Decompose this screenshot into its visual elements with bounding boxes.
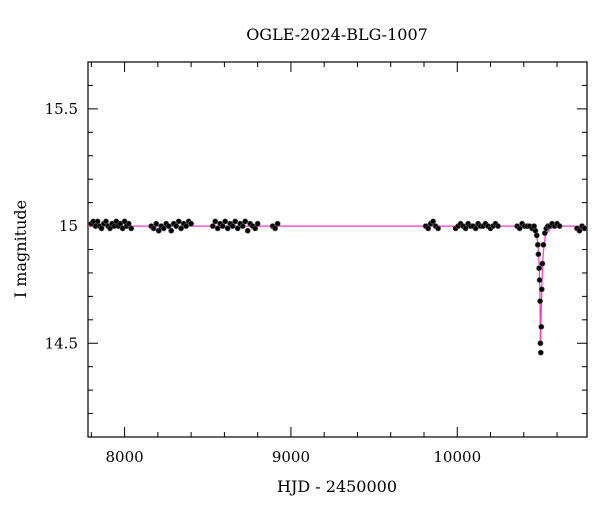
- data-point: [125, 220, 132, 227]
- data-point: [178, 225, 184, 232]
- data-point: [252, 225, 259, 232]
- data-point: [153, 220, 160, 227]
- data-point: [94, 218, 101, 225]
- data-point: [244, 227, 251, 234]
- data-point: [209, 223, 216, 229]
- data-point: [234, 225, 241, 232]
- data-point: [536, 265, 542, 272]
- data-point: [516, 225, 523, 232]
- data-point: [212, 218, 219, 225]
- data-point: [435, 225, 441, 232]
- data-point: [540, 241, 547, 248]
- data-point: [188, 220, 194, 227]
- data-point: [472, 225, 479, 232]
- data-point: [274, 220, 281, 227]
- data-point: [222, 218, 229, 225]
- data-point: [242, 218, 249, 225]
- data-point: [556, 223, 563, 229]
- data-point: [232, 218, 239, 225]
- data-point: [165, 223, 172, 229]
- chart-title: OGLE-2024-BLG-1007: [246, 25, 428, 44]
- x-tick-label: 10000: [433, 448, 481, 466]
- data-point: [219, 223, 226, 229]
- data-point: [534, 241, 541, 248]
- data-point: [541, 230, 548, 236]
- y-tick-label: 14.5: [45, 334, 78, 352]
- data-point: [254, 220, 261, 227]
- data-point: [425, 225, 432, 232]
- data-point: [536, 277, 543, 283]
- x-tick-label: 9000: [272, 448, 310, 466]
- plot-frame: [87, 61, 588, 438]
- data-point: [175, 218, 182, 225]
- data-point: [462, 225, 469, 232]
- data-point: [168, 227, 175, 234]
- data-point: [535, 251, 542, 258]
- data-point: [214, 225, 221, 232]
- data-point: [183, 223, 189, 229]
- x-axis-title: HJD - 2450000: [277, 477, 397, 496]
- data-point: [576, 227, 583, 234]
- data-point: [229, 223, 236, 229]
- model-curve: [88, 225, 587, 344]
- y-tick-label: 15: [59, 217, 78, 235]
- data-point: [539, 260, 546, 267]
- data-point: [495, 223, 501, 229]
- data-point: [430, 218, 436, 225]
- data-point: [538, 286, 545, 293]
- data-point: [537, 298, 543, 304]
- data-point: [533, 232, 540, 239]
- x-tick-label: 8000: [105, 448, 143, 466]
- data-point: [532, 227, 539, 234]
- data-point: [173, 223, 180, 229]
- data-point: [239, 223, 246, 229]
- data-point: [103, 218, 109, 225]
- data-point: [224, 225, 231, 232]
- y-tick-label: 15.5: [45, 100, 78, 118]
- data-point: [537, 349, 544, 356]
- data-point: [155, 227, 162, 234]
- data-point: [160, 225, 167, 232]
- data-point: [98, 225, 105, 232]
- data-point: [538, 323, 545, 330]
- plot-area: 8000 9000 10000 14.5 15 15.5: [45, 61, 588, 466]
- data-point: [128, 225, 135, 232]
- data-point: [150, 225, 157, 232]
- y-axis-title: I magnitude: [11, 200, 30, 298]
- data-point: [272, 225, 278, 232]
- data-point: [537, 340, 544, 347]
- data-point: [581, 225, 588, 232]
